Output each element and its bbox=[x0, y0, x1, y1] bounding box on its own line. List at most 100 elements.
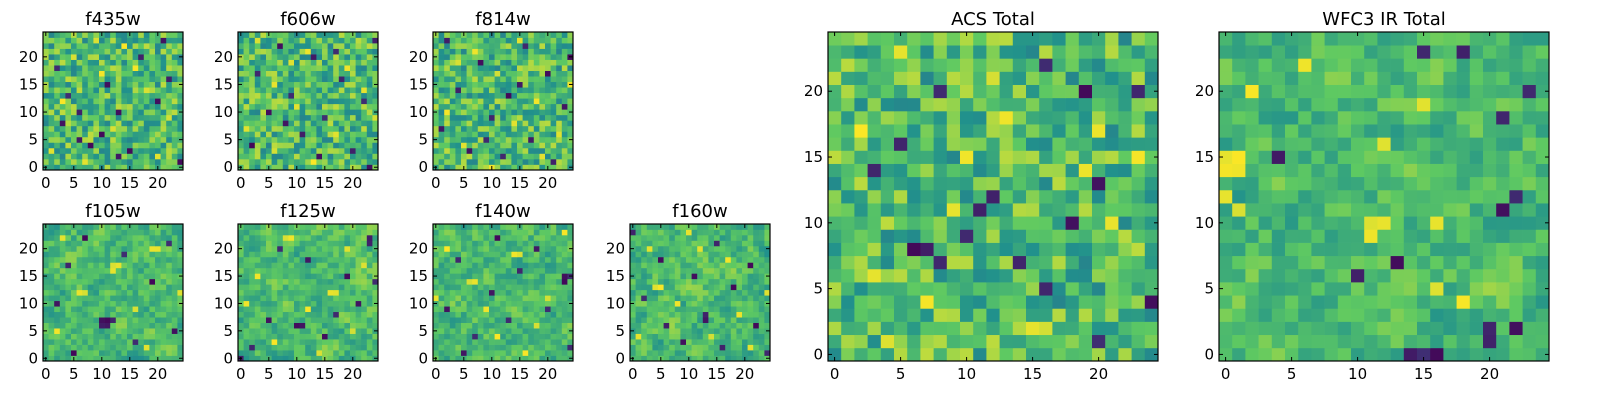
heatmap-cell bbox=[630, 322, 636, 329]
heatmap-cell bbox=[455, 136, 462, 143]
heatmap-cell bbox=[166, 344, 173, 351]
heatmap-cell bbox=[533, 322, 540, 329]
heatmap-cell bbox=[500, 65, 507, 71]
heatmap-cell bbox=[505, 109, 512, 116]
heatmap-cell bbox=[54, 295, 61, 302]
heatmap-cell bbox=[305, 59, 312, 66]
heatmap-cell bbox=[999, 176, 1014, 191]
heatmap-cell bbox=[500, 278, 507, 285]
heatmap-cell bbox=[466, 103, 473, 110]
heatmap-cell bbox=[736, 251, 743, 258]
heatmap-cell bbox=[249, 278, 256, 285]
heatmap-cell bbox=[121, 158, 128, 165]
heatmap-cell bbox=[121, 240, 128, 247]
heatmap-cell bbox=[277, 43, 284, 49]
heatmap-cell bbox=[630, 229, 636, 236]
heatmap-cell bbox=[719, 262, 726, 269]
heatmap-cell bbox=[54, 120, 61, 127]
heatmap-cell bbox=[697, 284, 704, 291]
heatmap-cell bbox=[674, 355, 681, 362]
heatmap-cell bbox=[533, 87, 540, 94]
heatmap-cell bbox=[533, 142, 540, 149]
heatmap-cell bbox=[505, 317, 512, 323]
heatmap-cell bbox=[472, 322, 479, 329]
heatmap-cell bbox=[344, 262, 351, 269]
heatmap-cell bbox=[254, 125, 261, 132]
heatmap-cell bbox=[489, 120, 495, 127]
heatmap-cell bbox=[567, 229, 574, 236]
heatmap-cell bbox=[316, 262, 323, 269]
heatmap-cell bbox=[260, 262, 267, 269]
heatmap-cell bbox=[686, 251, 692, 258]
heatmap-cell bbox=[730, 311, 737, 318]
heatmap-cell bbox=[104, 87, 111, 94]
heatmap-cell bbox=[271, 37, 278, 44]
heatmap-cell bbox=[907, 163, 921, 178]
heatmap-cell bbox=[539, 103, 546, 110]
heatmap-cell bbox=[99, 54, 105, 60]
heatmap-cell bbox=[697, 344, 704, 351]
heatmap-cell bbox=[466, 295, 473, 302]
heatmap-cell bbox=[986, 268, 1000, 283]
x-tick-label: 10 bbox=[287, 365, 306, 383]
heatmap-cell bbox=[149, 350, 156, 356]
heatmap-cell bbox=[758, 256, 765, 263]
heatmap-cell bbox=[539, 37, 546, 44]
heatmap-cell bbox=[127, 136, 133, 143]
heatmap-cell bbox=[305, 289, 312, 296]
heatmap-cell bbox=[528, 76, 535, 83]
heatmap-cell bbox=[171, 32, 178, 38]
heatmap-cell bbox=[747, 306, 754, 313]
heatmap-cell bbox=[333, 32, 340, 38]
heatmap-cell bbox=[254, 267, 261, 274]
heatmap-cell bbox=[93, 92, 100, 99]
heatmap-cell bbox=[361, 306, 368, 313]
heatmap-cell bbox=[316, 142, 323, 149]
heatmap-cell bbox=[127, 48, 133, 55]
heatmap-cell bbox=[539, 240, 546, 247]
heatmap-cell bbox=[635, 295, 642, 302]
heatmap-cell bbox=[138, 273, 145, 280]
heatmap-cell bbox=[271, 136, 278, 143]
heatmap-cell bbox=[854, 295, 868, 309]
heatmap-cell bbox=[920, 308, 934, 322]
heatmap-cell bbox=[505, 306, 512, 313]
heatmap-cell bbox=[483, 87, 490, 94]
heatmap-cell bbox=[477, 344, 484, 351]
heatmap-cell bbox=[1092, 163, 1106, 178]
heatmap-cell bbox=[1105, 189, 1119, 204]
heatmap-cell bbox=[545, 59, 551, 66]
heatmap-cell bbox=[466, 120, 473, 127]
heatmap-cell bbox=[494, 120, 501, 127]
heatmap-cell bbox=[444, 350, 451, 356]
heatmap-cell bbox=[254, 87, 261, 94]
heatmap-cell bbox=[511, 48, 518, 55]
y-tick-label: 20 bbox=[409, 48, 428, 66]
heatmap-cell bbox=[271, 65, 278, 71]
heatmap-cell bbox=[758, 289, 765, 296]
heatmap-cell bbox=[742, 339, 748, 345]
heatmap-cell bbox=[697, 355, 704, 362]
heatmap-cell bbox=[505, 333, 512, 340]
heatmap-cell bbox=[841, 229, 855, 243]
heatmap-cell bbox=[271, 256, 278, 263]
heatmap-cell bbox=[764, 251, 771, 258]
heatmap-cells bbox=[238, 32, 379, 171]
heatmap-cell bbox=[177, 153, 184, 160]
heatmap-cell bbox=[550, 311, 557, 318]
heatmap-cell bbox=[104, 70, 111, 77]
heatmap-cells bbox=[238, 224, 379, 362]
heatmap-cell bbox=[282, 333, 289, 340]
heatmap-cell bbox=[355, 136, 362, 143]
heatmap-cell bbox=[310, 114, 317, 121]
heatmap-cell bbox=[511, 300, 518, 307]
heatmap-cell bbox=[494, 229, 501, 236]
heatmap-cell bbox=[59, 87, 66, 94]
heatmap-cell bbox=[160, 333, 167, 340]
heatmap-cell bbox=[177, 256, 184, 263]
heatmap-cell bbox=[489, 295, 495, 302]
heatmap-cell bbox=[249, 142, 256, 149]
heatmap-cell bbox=[316, 284, 323, 291]
heatmap-cell bbox=[528, 120, 535, 127]
